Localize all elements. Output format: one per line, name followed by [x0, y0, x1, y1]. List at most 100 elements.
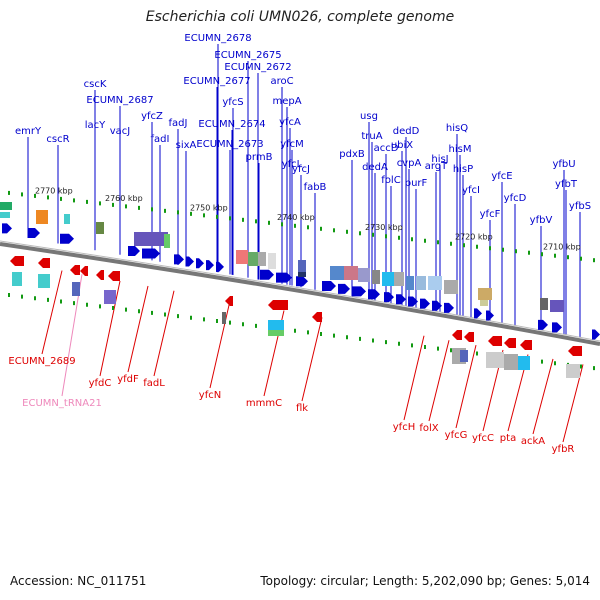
gene-label-yfbs: yfbS — [569, 201, 591, 212]
forward-gene-arrow — [420, 298, 430, 309]
track-tick — [99, 201, 101, 206]
track-tick — [47, 195, 49, 200]
gene-label-fabb: fabB — [304, 182, 327, 193]
track-tick — [541, 359, 543, 364]
track-tick — [593, 258, 595, 263]
track-tick — [346, 335, 348, 340]
gene-label-hisp: hisP — [453, 164, 473, 175]
feature-block — [164, 234, 170, 248]
gene-label-yfbr: yfbR — [552, 444, 575, 455]
gene-label-yfcg: yfcG — [445, 430, 468, 441]
track-tick — [476, 351, 478, 356]
feature-block — [298, 272, 306, 277]
forward-gene-arrow — [408, 296, 418, 307]
feature-block — [344, 266, 358, 280]
gene-label-ecumn-2677: ECUMN_2677 — [183, 76, 250, 87]
track-tick — [60, 299, 62, 304]
track-tick — [229, 320, 231, 325]
track-tick — [268, 220, 270, 225]
gene-label-yfch: yfcH — [393, 422, 415, 433]
gene-label-yfdc: yfdC — [89, 378, 112, 389]
track-tick — [554, 361, 556, 366]
forward-gene-arrow — [396, 294, 406, 305]
track-tick — [112, 202, 114, 207]
track-tick — [125, 204, 127, 209]
gene-label-yfca: yfcA — [279, 117, 301, 128]
track-tick — [528, 250, 530, 255]
reverse-gene-arrow — [96, 270, 104, 280]
gene-leader-yfch — [403, 335, 425, 421]
track-tick — [164, 312, 166, 317]
track-tick — [320, 226, 322, 231]
track-tick — [450, 241, 452, 246]
gene-label-emry: emrY — [15, 126, 42, 137]
gene-label-yfbu: yfbU — [552, 159, 575, 170]
feature-block — [298, 260, 306, 272]
reverse-gene-arrow — [452, 330, 462, 340]
track-tick — [554, 253, 556, 258]
track-tick — [411, 343, 413, 348]
track-tick — [437, 346, 439, 351]
feature-block — [566, 364, 580, 378]
gene-label-ecumn-2687: ECUMN_2687 — [86, 95, 153, 106]
track-tick — [307, 225, 309, 230]
feature-block — [12, 272, 22, 286]
scale-label: 2710 kbp — [543, 242, 581, 251]
track-tick — [8, 190, 10, 195]
feature-block — [358, 268, 370, 282]
track-tick — [190, 211, 192, 216]
scale-label: 2750 kbp — [190, 204, 228, 213]
track-tick — [34, 296, 36, 301]
gene-label-yfcj: yfcJ — [292, 164, 310, 175]
reverse-gene-arrow — [268, 300, 288, 310]
gene-label-ecumn-2678: ECUMN_2678 — [184, 33, 251, 44]
gene-label-csck: cscK — [84, 79, 107, 90]
backbone-highlight — [0, 240, 600, 342]
gene-label-acka: ackA — [521, 436, 545, 447]
reverse-gene-arrow — [70, 265, 80, 275]
feature-block — [104, 290, 116, 304]
forward-gene-arrow — [322, 280, 336, 291]
gene-label-fadl: fadL — [143, 378, 165, 389]
gene-label-cscr: cscR — [46, 134, 69, 145]
forward-gene-arrow — [28, 228, 40, 239]
feature-block — [248, 252, 258, 266]
track-tick — [99, 304, 101, 309]
track-tick — [164, 208, 166, 213]
gene-label-folc: folC — [381, 175, 400, 186]
feature-block — [96, 222, 104, 234]
track-tick — [86, 302, 88, 307]
track-tick — [86, 199, 88, 204]
accession-label: Accession: NC_011751 — [10, 574, 147, 588]
gene-label-hisq: hisQ — [446, 123, 468, 134]
track-tick — [34, 193, 36, 198]
feature-block — [330, 266, 344, 280]
gene-leader-yfcg — [455, 344, 477, 429]
track-tick — [424, 238, 426, 243]
forward-gene-arrow — [216, 261, 224, 272]
gene-label-yfcm: yfcM — [280, 139, 304, 150]
track-tick — [398, 341, 400, 346]
track-tick — [515, 249, 517, 254]
gene-label-yfci: yfcI — [462, 185, 480, 196]
feature-block — [222, 312, 226, 324]
forward-gene-arrow — [2, 223, 12, 234]
track-tick — [203, 317, 205, 322]
forward-gene-arrow — [276, 272, 292, 283]
forward-gene-arrow — [432, 300, 442, 311]
track-tick — [541, 252, 543, 257]
track-tick — [21, 192, 23, 197]
gene-leader-ecumn-2689 — [41, 270, 63, 355]
feature-block — [406, 276, 414, 290]
track-tick — [450, 348, 452, 353]
track-tick — [177, 210, 179, 215]
gene-leader-acka — [532, 358, 554, 435]
gene-label-yfcn: yfcN — [199, 390, 221, 401]
scale-label: 2760 kbp — [105, 194, 143, 203]
gene-label-yfdf: yfdF — [117, 374, 139, 385]
gene-leader-yfdc — [99, 280, 121, 377]
gene-label-pdxb: pdxB — [339, 149, 365, 160]
forward-gene-arrow — [196, 258, 204, 269]
feature-block — [134, 232, 168, 246]
